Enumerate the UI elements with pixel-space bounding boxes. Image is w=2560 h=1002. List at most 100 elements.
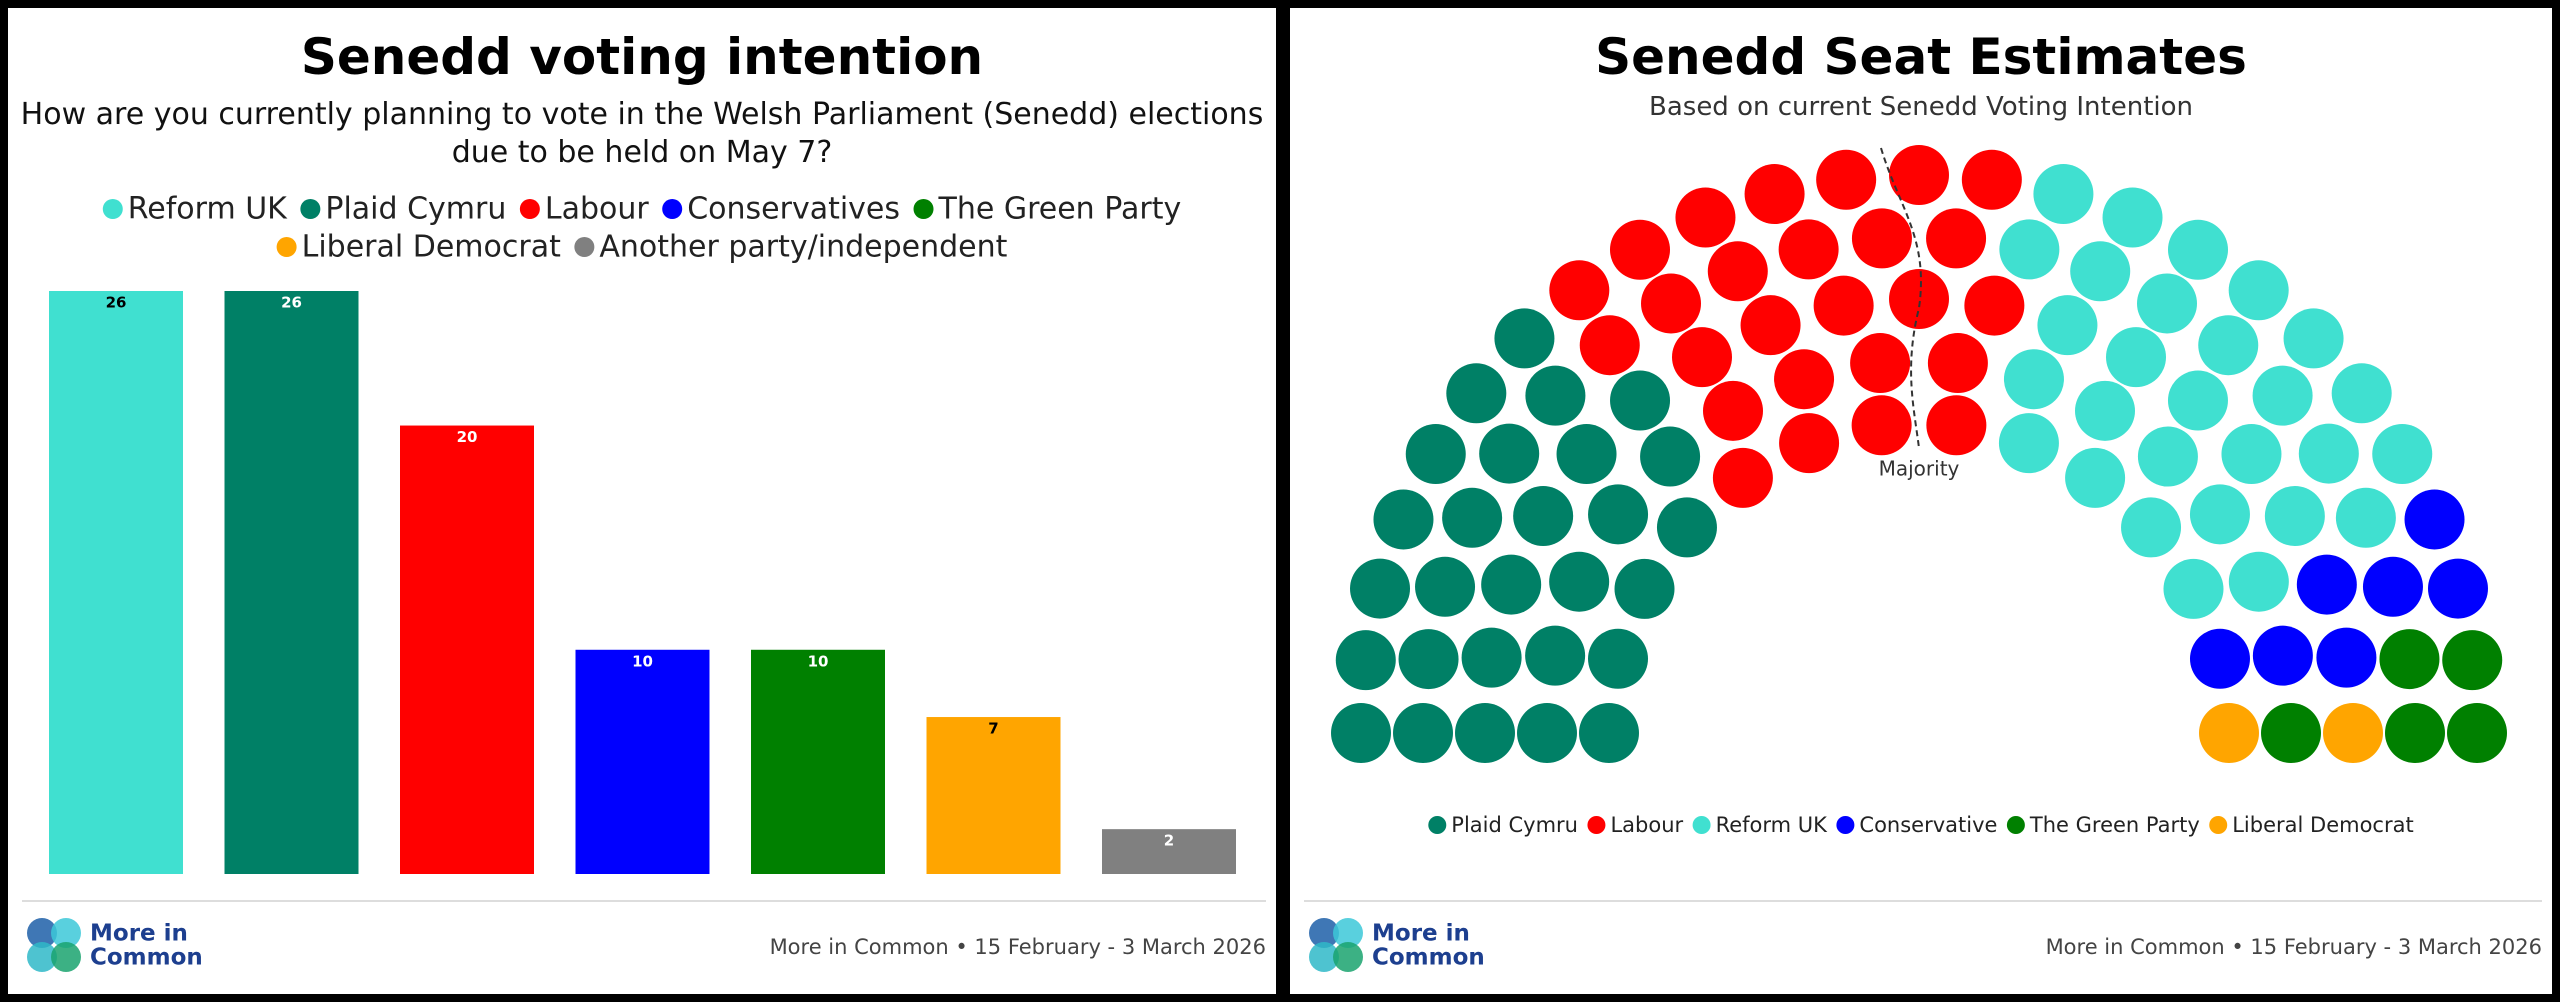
seat (2264, 486, 2325, 546)
seat (2228, 260, 2289, 321)
legend-item: Conservatives (662, 192, 900, 227)
legend-item: Conservative (1836, 813, 1997, 837)
seat (1778, 219, 1839, 280)
bar (224, 291, 359, 874)
seat (2296, 554, 2357, 615)
legend-item: Reform UK (102, 192, 288, 227)
seat (2404, 489, 2465, 550)
seat (2316, 627, 2377, 688)
seat (1549, 551, 1610, 612)
legend-label: Conservatives (687, 192, 900, 227)
seat (2137, 273, 2197, 334)
value-label: 10 (632, 652, 653, 670)
seat (1525, 365, 1586, 426)
seat (1610, 219, 1670, 280)
value-label: 26 (281, 294, 302, 312)
seat (1744, 164, 1805, 225)
legend-item: The Green Party (913, 192, 1181, 227)
seat (1393, 703, 1453, 763)
legend-label: Another party/independent (599, 230, 1007, 265)
seat (1481, 554, 1542, 615)
legend-label: Labour (1610, 813, 1683, 837)
logo (27, 918, 81, 972)
logo-circle (51, 918, 81, 948)
logo-circle (27, 942, 57, 972)
logo-circle (1333, 918, 1363, 948)
vote-panel: Senedd voting intention How are you curr… (8, 8, 1276, 994)
seat (2137, 426, 2198, 487)
legend-item: Labour (519, 192, 649, 227)
value-label: 7 (988, 720, 998, 738)
seat (2163, 558, 2224, 619)
seat (2427, 558, 2488, 619)
logo-circle (27, 918, 57, 948)
seat (2323, 703, 2383, 763)
majority-label: Majority (1879, 457, 1960, 481)
bar (49, 291, 183, 874)
legend-swatch (1587, 816, 1606, 834)
legend-swatch (574, 237, 595, 257)
legend-item: Another party/independent (574, 230, 1008, 265)
seat (2106, 327, 2166, 388)
seat (2447, 703, 2507, 763)
logo (1309, 918, 1363, 972)
seat (1556, 424, 1617, 485)
seat (1964, 275, 2025, 336)
seat (1579, 703, 1639, 763)
seat (1707, 241, 1768, 302)
bar (926, 717, 1061, 874)
seat (2065, 447, 2126, 508)
seat (1446, 363, 1507, 424)
legend-item: Plaid Cymru (1428, 813, 1578, 837)
seat (1641, 273, 1701, 334)
seat (2189, 484, 2250, 545)
legend-label: Reform UK (1716, 813, 1829, 837)
legend-swatch (300, 199, 321, 219)
seat (1517, 703, 1577, 763)
seat (1405, 424, 1466, 484)
value-label: 20 (457, 428, 478, 446)
seat (2385, 703, 2445, 763)
value-label: 10 (808, 652, 829, 670)
seat (1712, 447, 1773, 508)
seat (1927, 333, 1988, 394)
seat (1513, 486, 1574, 546)
legend-item: Reform UK (1692, 813, 1829, 837)
legend-label: The Green Party (2029, 813, 2200, 837)
seat (1640, 426, 1701, 487)
seat (2252, 365, 2313, 426)
logo-text: More in (90, 921, 188, 947)
seat (1851, 208, 1912, 269)
seat (2331, 363, 2392, 424)
seat (2261, 703, 2321, 763)
legend-label: Reform UK (128, 192, 288, 227)
bar (400, 425, 534, 874)
seat (1998, 413, 2059, 474)
legend-label: Plaid Cymru (1451, 813, 1578, 837)
seat (1672, 327, 1732, 388)
logo-text: Common (90, 945, 203, 971)
seat (2168, 219, 2228, 280)
seat (1675, 187, 1736, 248)
seat (1614, 558, 1675, 619)
seat (1373, 489, 1434, 550)
seat (1851, 395, 1912, 456)
seat (2198, 315, 2259, 376)
seat (1703, 380, 1763, 441)
legend-item: Liberal Democrat (276, 230, 561, 265)
legend-swatch (1692, 816, 1711, 834)
source: More in Common • 15 February - 3 March 2… (770, 935, 1266, 959)
seat (1889, 269, 1949, 329)
legend-swatch (662, 199, 683, 219)
bar (751, 649, 885, 874)
seat (1926, 395, 1987, 456)
seat-panel: Senedd Seat Estimates Based on current S… (1290, 8, 2552, 994)
seat (1850, 333, 1911, 394)
seat (1999, 219, 2060, 280)
logo-circle (1309, 918, 1339, 948)
logo-text: More in (1372, 921, 1470, 947)
seat (2167, 370, 2228, 431)
logo-circle (1309, 942, 1339, 972)
legend-item: Labour (1587, 813, 1683, 837)
